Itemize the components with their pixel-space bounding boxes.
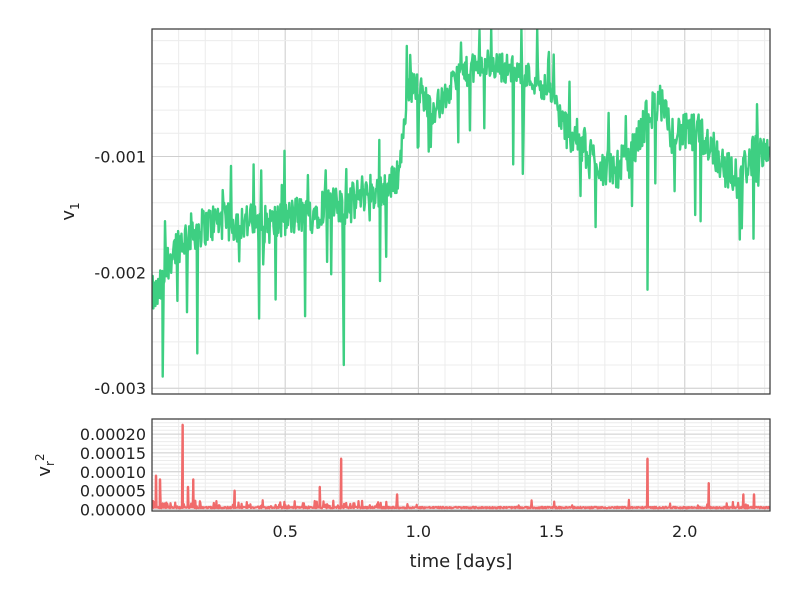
y-axis-label-base: v: [34, 466, 55, 477]
y-axis-label-subscript: r: [43, 461, 57, 466]
series-line-v1: [152, 29, 770, 378]
plot-area: [152, 29, 770, 394]
y-tick-label: 0.00000: [80, 500, 146, 519]
x-tick-label: 0.5: [272, 522, 297, 541]
y-axis-label: vr2: [33, 453, 57, 476]
top-panel: -0.003 -0.002 -0.001 v1: [58, 28, 771, 398]
y-tick-label: 0.00005: [80, 482, 146, 501]
x-tick-label: 1.0: [406, 522, 431, 541]
x-axis-label: time [days]: [410, 551, 513, 572]
series-line-vr2: [152, 423, 770, 510]
y-tick-label: 0.00015: [80, 444, 146, 463]
plot-frame: [151, 28, 771, 395]
y-axis-label-base: v: [58, 210, 79, 221]
y-tick-label: -0.003: [94, 379, 146, 398]
y-axis-label: v1: [58, 202, 82, 220]
plot-area: [152, 419, 770, 511]
y-axis-label-subscript: 1: [68, 202, 82, 210]
x-tick-label: 2.0: [672, 522, 697, 541]
y-tick-label: -0.001: [94, 147, 146, 166]
y-tick-label: 0.00010: [80, 463, 146, 482]
y-tick-label: 0.00020: [80, 425, 146, 444]
x-tick-label: 1.5: [539, 522, 564, 541]
plot-frame: [151, 418, 771, 512]
y-axis-label-superscript: 2: [33, 453, 47, 461]
y-tick-label: -0.002: [94, 263, 146, 282]
